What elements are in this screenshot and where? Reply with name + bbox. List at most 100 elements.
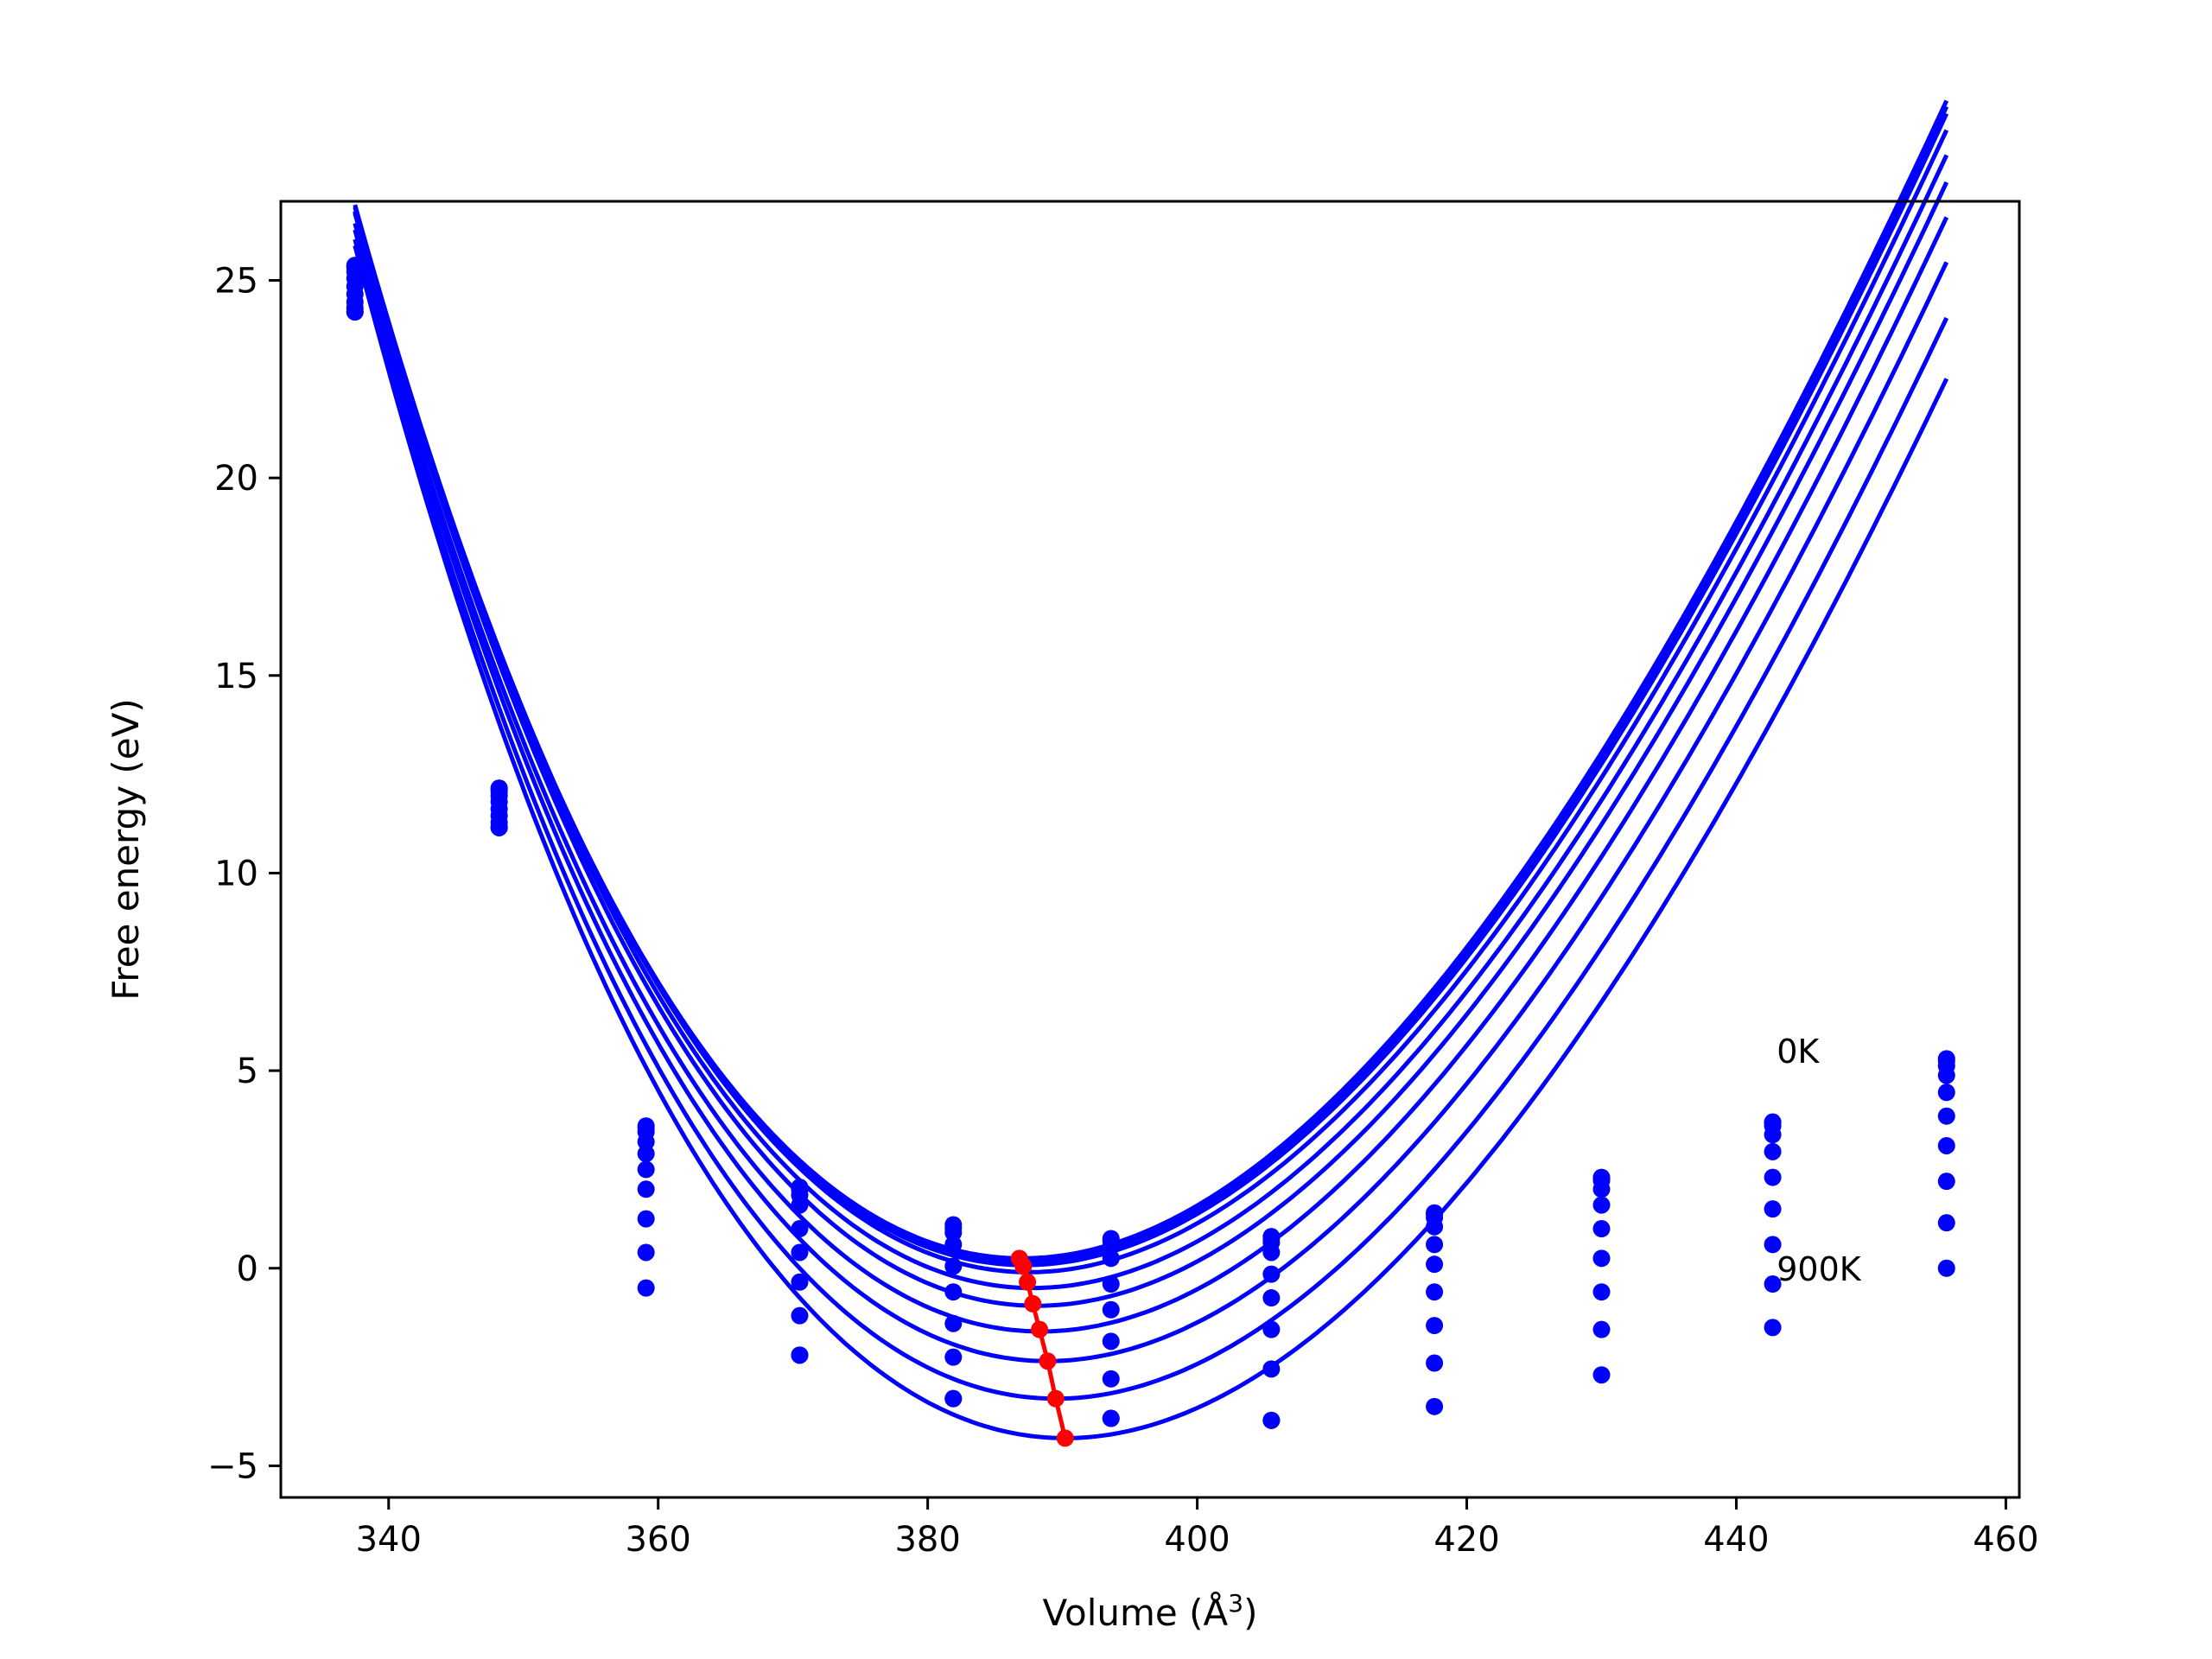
data-point-s3-9 xyxy=(1764,1126,1782,1144)
data-point-s4-4 xyxy=(944,1257,963,1275)
data-point-s5-5 xyxy=(1102,1300,1120,1319)
x-tick-label-1: 360 xyxy=(626,1520,691,1560)
data-point-s5-3 xyxy=(791,1243,809,1262)
data-point-s3-7 xyxy=(1426,1217,1444,1236)
x-tick-label-2: 380 xyxy=(894,1520,960,1560)
data-point-s7-7 xyxy=(1426,1317,1444,1335)
data-point-s4-6 xyxy=(1262,1265,1281,1283)
data-point-s5-9 xyxy=(1764,1168,1782,1186)
data-point-s9-6 xyxy=(1262,1411,1281,1429)
minimum-point-1 xyxy=(1014,1257,1033,1275)
fitted-curve-6 xyxy=(353,216,1949,1334)
data-point-s3-3 xyxy=(791,1196,809,1214)
data-points xyxy=(346,257,1955,1429)
curve-annotations: 0K 900K xyxy=(1777,1033,1862,1288)
y-axis-label: Free energy (eV) xyxy=(105,698,147,1001)
data-point-s6-9 xyxy=(1764,1200,1782,1218)
data-point-s6-3 xyxy=(791,1273,809,1291)
x-tick-label-6: 460 xyxy=(1973,1520,2038,1560)
data-point-s4-5 xyxy=(1102,1275,1120,1294)
data-point-s5-2 xyxy=(637,1160,655,1179)
data-point-s3-10 xyxy=(1937,1066,1955,1084)
fitted-curve-7 xyxy=(353,229,1949,1363)
minimum-point-3 xyxy=(1024,1294,1042,1313)
data-point-s5-6 xyxy=(1262,1289,1281,1307)
data-point-s5-8 xyxy=(1592,1220,1611,1238)
data-point-s9-9 xyxy=(1764,1319,1782,1337)
data-point-s4-7 xyxy=(1426,1236,1444,1254)
x-tick-label-0: 340 xyxy=(356,1520,422,1560)
data-point-s9-5 xyxy=(1102,1409,1120,1427)
data-point-s9-10 xyxy=(1937,1259,1955,1277)
data-point-s9-1 xyxy=(490,818,508,836)
y-tick-label-6: 25 xyxy=(214,261,258,301)
data-point-s4-9 xyxy=(1764,1142,1782,1160)
y-tick-label-2: 5 xyxy=(237,1052,258,1091)
data-point-s6-4 xyxy=(944,1314,963,1332)
data-point-s3-2 xyxy=(637,1133,655,1151)
data-point-s5-4 xyxy=(944,1283,963,1301)
fitted-curve-5 xyxy=(353,181,1949,1308)
x-axis-label-main: Volume (Å xyxy=(1043,1591,1229,1634)
x-tick-label-5: 440 xyxy=(1703,1520,1769,1560)
x-tick-label-4: 420 xyxy=(1433,1520,1499,1560)
fitted-curves xyxy=(353,99,1949,1440)
data-point-s7-6 xyxy=(1262,1360,1281,1378)
data-point-s4-3 xyxy=(791,1220,809,1238)
data-point-s6-8 xyxy=(1592,1249,1611,1268)
minimum-trace xyxy=(1010,1249,1074,1447)
minimum-point-4 xyxy=(1031,1320,1049,1338)
data-point-s9-7 xyxy=(1426,1397,1444,1415)
plot-frame xyxy=(279,200,2021,1499)
y-tick-label-0: −5 xyxy=(207,1446,258,1486)
data-point-s7-4 xyxy=(944,1348,963,1366)
data-point-s8-7 xyxy=(1426,1354,1444,1372)
minimum-point-2 xyxy=(1019,1273,1037,1291)
y-tick-label-4: 15 xyxy=(214,657,258,696)
data-point-s8-2 xyxy=(637,1243,655,1262)
data-point-s7-9 xyxy=(1764,1236,1782,1254)
fitted-curve-8 xyxy=(353,238,1949,1402)
y-tick-label-3: 10 xyxy=(214,854,258,893)
data-point-s9-0 xyxy=(346,303,364,321)
data-point-s4-8 xyxy=(1592,1196,1611,1214)
data-point-s3-5 xyxy=(1102,1249,1120,1268)
data-point-s6-6 xyxy=(1262,1320,1281,1338)
data-point-s7-10 xyxy=(1937,1173,1955,1191)
data-point-s8-9 xyxy=(1764,1275,1782,1294)
data-point-s3-6 xyxy=(1262,1243,1281,1262)
data-point-s8-8 xyxy=(1592,1320,1611,1338)
minimum-point-5 xyxy=(1039,1352,1057,1370)
x-tick-label-3: 400 xyxy=(1164,1520,1230,1560)
data-point-s2-5 xyxy=(1102,1237,1120,1255)
fitted-curve-9 xyxy=(353,245,1949,1440)
data-point-s6-5 xyxy=(1102,1332,1120,1351)
data-point-s7-5 xyxy=(1102,1370,1120,1388)
fitted-curve-3 xyxy=(353,129,1949,1274)
fitted-curve-4 xyxy=(353,154,1949,1291)
data-point-s7-2 xyxy=(637,1210,655,1228)
y-tick-label-1: 0 xyxy=(237,1249,258,1289)
minimum-point-6 xyxy=(1046,1389,1065,1408)
data-point-s9-2 xyxy=(637,1279,655,1297)
data-point-s8-10 xyxy=(1937,1214,1955,1232)
x-axis-label: Volume (Å3) xyxy=(1043,1589,1258,1635)
data-point-s7-3 xyxy=(791,1306,809,1325)
data-point-s9-3 xyxy=(791,1346,809,1364)
data-point-s4-10 xyxy=(1937,1084,1955,1102)
data-point-s3-4 xyxy=(944,1236,963,1254)
data-point-s5-10 xyxy=(1937,1107,1955,1125)
minimum-point-7 xyxy=(1056,1429,1074,1447)
data-point-s9-8 xyxy=(1592,1366,1611,1384)
data-point-s4-2 xyxy=(637,1145,655,1163)
data-point-s6-7 xyxy=(1426,1283,1444,1301)
data-point-s7-8 xyxy=(1592,1283,1611,1301)
x-axis-label-superscript: 3 xyxy=(1228,1589,1243,1618)
y-axis-ticks: −5 0 5 10 15 20 25 xyxy=(207,261,281,1486)
x-axis-label-end: ) xyxy=(1243,1592,1257,1634)
annotation-1: 900K xyxy=(1777,1250,1862,1288)
data-point-s5-7 xyxy=(1426,1255,1444,1274)
data-point-s2-4 xyxy=(944,1224,963,1242)
data-point-s6-10 xyxy=(1937,1136,1955,1154)
